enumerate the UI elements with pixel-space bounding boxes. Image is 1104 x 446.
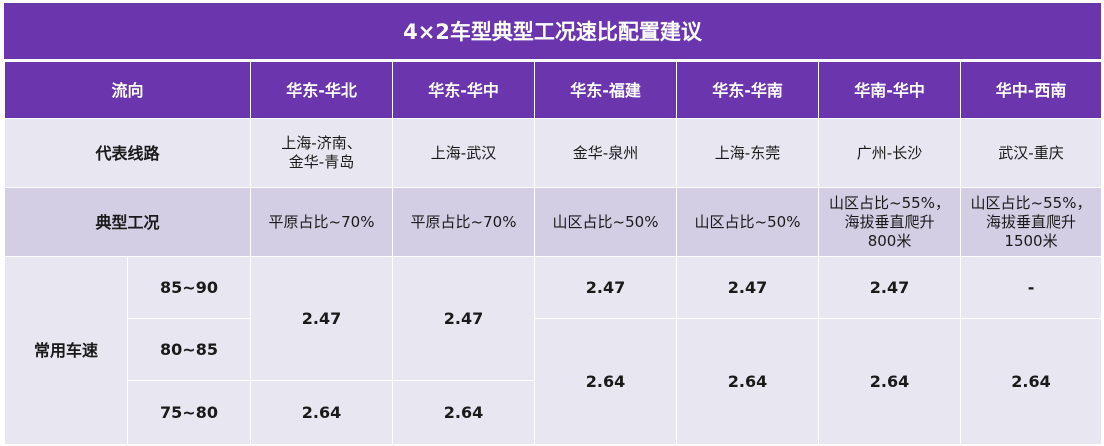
- ratio-cell: 2.47: [392, 256, 536, 381]
- speed-band-2: 80~85: [126, 318, 252, 381]
- route-cell: 武汉-重庆: [960, 118, 1103, 188]
- ratio-cell: -: [960, 256, 1103, 319]
- header-row: 流向 华东-华北 华东-华中 华东-福建 华东-华南 华南-华中 华中-西南: [3, 61, 1103, 119]
- ratio-cell: 2.64: [818, 318, 962, 445]
- ratio-cell: 2.64: [250, 380, 394, 445]
- header-huadong-huabei: 华东-华北: [250, 61, 394, 119]
- speed-row-3: 75~80 2.64 2.64: [5, 380, 1102, 445]
- condition-cell: 平原占比~70%: [392, 187, 536, 257]
- route-label: 代表线路: [3, 118, 252, 188]
- condition-cell: 山区占比~55%， 海拔垂直爬升 800米: [818, 187, 962, 257]
- condition-label: 典型工况: [3, 187, 252, 257]
- speed-label: 常用车速: [4, 256, 128, 445]
- header-direction: 流向: [3, 61, 252, 119]
- ratio-cell: 2.64: [534, 318, 678, 445]
- header-huanan-huazhong: 华南-华中: [818, 61, 962, 119]
- ratio-cell: 2.64: [676, 318, 820, 445]
- condition-cell: 平原占比~70%: [250, 187, 394, 257]
- header-huadong-huanan: 华东-华南: [676, 61, 820, 119]
- ratio-cell: 2.47: [676, 256, 820, 319]
- route-cell: 广州-长沙: [818, 118, 962, 188]
- route-cell: 上海-东莞: [676, 118, 820, 188]
- route-cell: 上海-济南、 金华-青岛: [250, 118, 394, 188]
- speed-row-2: 80~85 2.64 2.64 2.64 2.64: [5, 318, 1103, 445]
- condition-cell: 山区占比~50%: [676, 187, 820, 257]
- header-huadong-fujian: 华东-福建: [534, 61, 678, 119]
- header-huadong-huazhong: 华东-华中: [392, 61, 536, 119]
- ratio-cell: 2.47: [818, 256, 962, 319]
- speed-band-3: 75~80: [126, 380, 252, 445]
- speed-band-1: 85~90: [126, 256, 252, 319]
- ratio-cell: 2.47: [534, 256, 678, 319]
- ratio-cell: 2.64: [392, 380, 536, 445]
- route-cell: 上海-武汉: [392, 118, 536, 188]
- condition-row: 典型工况 平原占比~70% 平原占比~70% 山区占比~50% 山区占比~50%…: [3, 187, 1103, 257]
- condition-cell: 山区占比~55%， 海拔垂直爬升 1500米: [960, 187, 1103, 257]
- header-huazhong-xinan: 华中-西南: [960, 61, 1103, 119]
- route-row: 代表线路 上海-济南、 金华-青岛 上海-武汉 金华-泉州 上海-东莞 广州-长沙…: [3, 118, 1103, 188]
- table-title: 4×2车型典型工况速比配置建议: [4, 3, 1101, 59]
- condition-cell: 山区占比~50%: [534, 187, 678, 257]
- ratio-cell: 2.47: [250, 256, 394, 381]
- route-cell: 金华-泉州: [534, 118, 678, 188]
- speed-row-1: 常用车速 85~90 2.47 2.47 2.47 2.47 2.47 -: [4, 256, 1103, 445]
- ratio-table: 流向 华东-华北 华东-华中 华东-福建 华东-华南 华南-华中 华中-西南 代…: [3, 61, 1103, 445]
- ratio-cell: 2.64: [960, 318, 1103, 445]
